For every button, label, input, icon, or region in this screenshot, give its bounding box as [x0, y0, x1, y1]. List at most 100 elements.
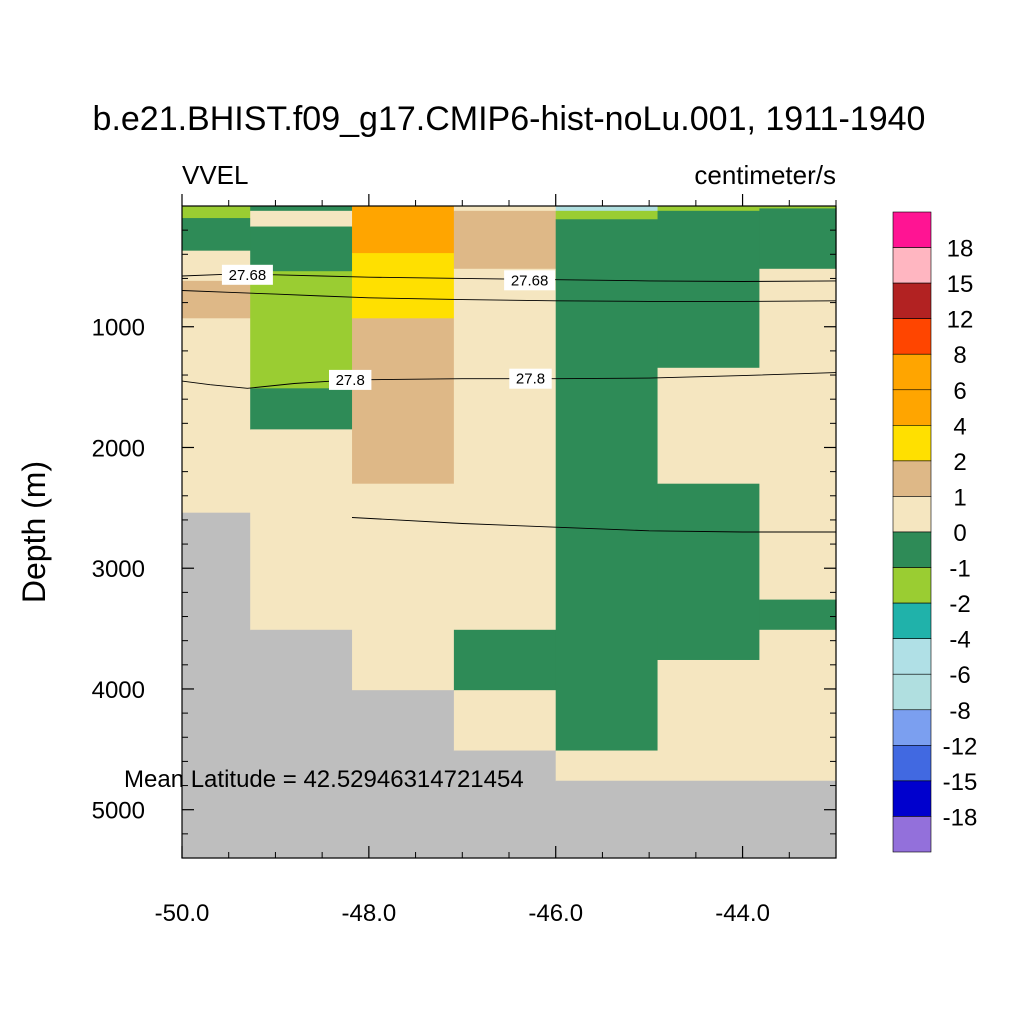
colorbar-label-9: -1 — [949, 556, 970, 583]
colorbar-swatch-10 — [892, 567, 932, 604]
colorbar-swatch-6 — [892, 425, 932, 462]
cell-col1-4 — [250, 388, 353, 430]
colorbar-swatch-14 — [892, 709, 932, 746]
colorbar-label-15: -15 — [943, 769, 978, 796]
y-axis-label: Depth (m) — [16, 461, 52, 603]
cell-col4-1 — [555, 210, 659, 220]
colorbar-swatch-8 — [892, 496, 932, 533]
cell-col5-4 — [657, 659, 760, 782]
cell-col2-1 — [352, 253, 455, 319]
colorbar-swatch-2 — [892, 282, 932, 319]
cell-col6-0 — [759, 206, 837, 210]
contour-label-bg-2-1 — [509, 368, 552, 389]
contour-line-1 — [181, 290, 837, 302]
cell-col3-0 — [453, 206, 557, 212]
colorbar-swatch-11 — [892, 602, 932, 639]
mean-latitude-annotation: Mean Latitude = 42.52946314721454 — [124, 766, 524, 793]
y-tick-label-3: 4000 — [92, 677, 145, 704]
contour-line-3 — [351, 517, 836, 533]
cell-col1-3 — [250, 271, 353, 389]
contour-label-bg-0-0 — [221, 264, 273, 285]
cell-col0-3 — [182, 280, 251, 319]
contour-label-2-0: 27.8 — [336, 372, 365, 389]
cell-col0-5 — [182, 512, 251, 859]
cell-col3-1 — [453, 210, 557, 270]
colorbar-label-4: 6 — [953, 378, 966, 405]
contour-label-2-1: 27.8 — [516, 371, 545, 388]
contour-label-0-0: 27.68 — [229, 267, 267, 284]
units-label: centimeter/s — [694, 160, 836, 190]
cell-col3-2 — [453, 268, 557, 631]
cell-col0-1 — [182, 218, 251, 252]
colorbar-label-8: 0 — [953, 520, 966, 547]
variable-label: VVEL — [182, 160, 249, 190]
colorbar-label-11: -4 — [949, 627, 970, 654]
cell-col1-6 — [250, 629, 353, 859]
cell-col3-5 — [453, 750, 557, 859]
cell-col2-3 — [352, 483, 455, 691]
heatmap-cells — [182, 206, 837, 859]
x-tick-label-0: -50.0 — [155, 900, 210, 927]
colorbar-label-14: -12 — [943, 733, 978, 760]
cell-col2-0 — [352, 206, 455, 254]
cell-col2-4 — [352, 690, 455, 859]
cell-col1-2 — [250, 226, 353, 272]
density-contours: 27.68 27.68 27.8 27.8 — [181, 264, 837, 533]
colorbar: 18 15 12 8 6 4 2 1 0 -1 -2 -4 -6 -8 -12 -15 -18 — [892, 211, 978, 853]
contour-line-2 — [181, 372, 837, 389]
axis-ticks: 1000 2000 3000 4000 5000 -50.0 -48.0 -46.0 -44.0 — [92, 194, 837, 927]
cell-col1-1 — [250, 210, 353, 228]
chart-title: b.e21.BHIST.f09_g17.CMIP6-hist-noLu.001,… — [93, 100, 926, 138]
cell-col0-4 — [182, 318, 251, 514]
colorbar-swatch-3 — [892, 318, 932, 355]
contour-label-bg-2-0 — [329, 369, 372, 390]
cell-col6-3 — [759, 599, 837, 631]
cell-col6-4 — [759, 629, 837, 782]
cell-col1-0 — [250, 206, 353, 212]
colorbar-swatch-17 — [892, 816, 932, 853]
colorbar-label-12: -6 — [949, 662, 970, 689]
contour-label-0-1: 27.68 — [511, 272, 549, 289]
cell-col4-4 — [555, 780, 659, 859]
cell-col5-5 — [657, 780, 760, 859]
colorbar-label-5: 4 — [953, 413, 966, 440]
contour-label-bg-0-1 — [504, 270, 556, 291]
colorbar-label-6: 2 — [953, 449, 966, 476]
x-tick-label-1: -48.0 — [342, 900, 397, 927]
x-tick-label-2: -46.0 — [528, 900, 583, 927]
cell-col4-2 — [555, 219, 659, 752]
y-tick-label-1: 2000 — [92, 435, 145, 462]
colorbar-swatch-12 — [892, 638, 932, 675]
colorbar-swatch-0 — [892, 211, 932, 248]
colorbar-label-2: 12 — [947, 307, 974, 334]
cell-col4-0 — [555, 206, 659, 212]
cell-col3-3 — [453, 629, 557, 691]
colorbar-swatch-16 — [892, 780, 932, 817]
colorbar-label-3: 8 — [953, 342, 966, 369]
colorbar-swatch-5 — [892, 389, 932, 426]
cell-col5-1 — [657, 210, 760, 369]
colorbar-label-0: 18 — [947, 236, 974, 263]
y-tick-label-2: 3000 — [92, 556, 145, 583]
colorbar-label-10: -2 — [949, 591, 970, 618]
cell-col0-0 — [182, 206, 251, 219]
colorbar-swatch-7 — [892, 460, 932, 497]
cell-col5-0 — [657, 206, 760, 212]
colorbar-swatch-4 — [892, 353, 932, 391]
cell-col3-4 — [453, 690, 557, 752]
y-tick-label-0: 1000 — [92, 315, 145, 342]
cell-col6-1 — [759, 208, 837, 270]
colorbar-label-1: 15 — [947, 271, 974, 298]
colorbar-label-13: -8 — [949, 698, 970, 725]
cell-col6-2 — [759, 268, 837, 601]
cell-col5-3 — [657, 483, 760, 661]
colorbar-swatch-13 — [892, 673, 932, 711]
colorbar-label-16: -18 — [943, 804, 978, 831]
y-tick-label-4: 5000 — [92, 798, 145, 825]
colorbar-swatch-9 — [892, 531, 932, 568]
colorbar-swatch-1 — [892, 247, 932, 284]
cell-col1-5 — [250, 429, 353, 631]
colorbar-swatch-15 — [892, 745, 932, 782]
cell-col6-5 — [759, 780, 837, 859]
